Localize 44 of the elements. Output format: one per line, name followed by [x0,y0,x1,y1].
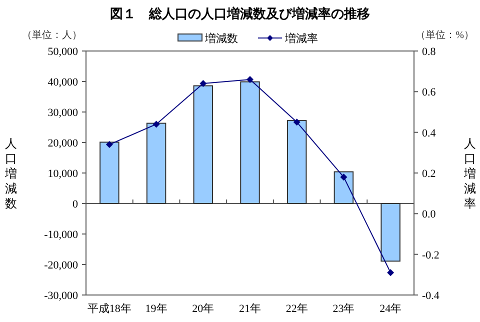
point [387,269,394,276]
point [200,80,207,88]
y2-tick-label: 0.6 [422,86,436,99]
x-tick-label: 22年 [286,303,308,315]
y-tick-label: 50,000 [48,46,78,58]
bar [380,203,400,262]
y-tick-label: 10,000 [48,168,78,180]
point [340,174,348,181]
legend-label: 増減率 [284,32,318,45]
y2-tick-label: 0.4 [422,127,436,140]
x-tick-label: 20年 [192,303,214,315]
point [293,118,300,126]
y2-tick-label: 0.8 [422,46,436,58]
point [246,76,254,83]
bar [193,85,214,204]
y2-tick-label: 0.0 [422,208,436,221]
text: （単位：%） [416,29,474,41]
x-tick-label: 24年 [380,303,402,315]
y2-tick-label: 0.2 [422,168,436,180]
x-tick-label: 21年 [239,303,261,315]
y-tick-label: -20,000 [44,260,78,272]
y-tick-label: 0 [72,198,78,210]
text: （単位：人） [22,29,82,41]
bar [240,81,260,204]
y2-tick-label: -0.4 [422,290,440,302]
x-tick-label: 23年 [332,303,355,315]
bar [146,122,166,204]
point [106,141,113,148]
x-tick-label: 平成18年 [87,302,132,315]
chart-title: 図１ 総人口の人口増減数及び増減率の推移 [110,6,370,21]
y-tick-label: -10,000 [44,229,78,241]
x-tick-label: 19年 [145,303,168,315]
y-tick-label: 40,000 [48,76,78,88]
bar [334,171,354,204]
y-tick-label: 30,000 [48,107,78,119]
y-tick-label: 20,000 [48,138,78,150]
point [152,120,160,128]
bar [286,120,307,204]
y-tick-label: -30,000 [44,290,78,302]
y-axis-title: 人口増減数 [4,136,17,210]
legend-label: 増減数 [204,32,238,45]
y2-axis-title: 人口増減率 [463,136,476,210]
y2-tick-label: -0.2 [422,249,440,262]
bar [100,142,120,204]
